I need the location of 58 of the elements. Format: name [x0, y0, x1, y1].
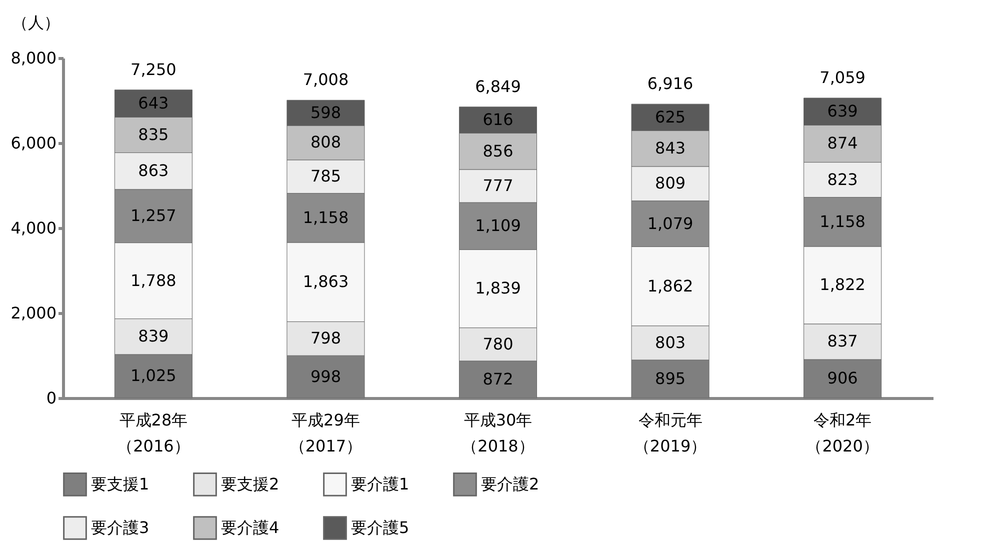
data-label: 639: [827, 102, 858, 121]
data-label: 837: [827, 332, 858, 351]
data-label: 1,109: [475, 216, 521, 236]
legend-label: 要介護5: [351, 518, 410, 537]
data-label: 1,862: [647, 276, 694, 296]
legend-label: 要介護2: [481, 474, 540, 494]
total-label: 7,008: [302, 70, 349, 90]
legend-label: 要支援2: [221, 474, 280, 494]
data-label: 998: [310, 366, 341, 386]
data-label: 780: [482, 334, 514, 354]
data-label: 1,822: [820, 275, 866, 294]
y-tick-label: 6,000: [10, 134, 56, 152]
data-label: 1,079: [647, 214, 694, 233]
y-tick-label: 0: [46, 388, 56, 408]
data-label: 895: [655, 368, 686, 388]
y-axis-title: （人）: [12, 13, 60, 32]
y-tick-label: 8,000: [10, 48, 56, 68]
x-tick-label: 令和2年（2020）: [806, 410, 879, 456]
data-label: 785: [310, 166, 341, 186]
x-tick-label: 令和元年（2019）: [634, 410, 707, 456]
data-label: 874: [827, 134, 858, 153]
data-label: 823: [827, 170, 858, 189]
legend-label: 要介護1: [351, 474, 410, 494]
data-label: 1,788: [130, 270, 176, 290]
data-label: 809: [655, 174, 686, 193]
total-label: 7,250: [130, 60, 176, 79]
data-label: 839: [138, 326, 169, 346]
total-label: 7,059: [820, 68, 866, 87]
total-label: 6,849: [475, 76, 521, 96]
data-label: 856: [482, 141, 514, 160]
data-label: 843: [655, 138, 686, 158]
legend-label: 要介護4: [221, 518, 280, 537]
y-tick-label: 4,000: [10, 218, 56, 238]
x-tick-label: 平成30年（2018）: [462, 410, 534, 456]
data-label: 803: [655, 332, 686, 352]
data-label: 808: [310, 132, 341, 152]
data-label: 598: [310, 102, 341, 122]
data-label: 1,863: [302, 272, 349, 292]
y-tick-label: 2,000: [10, 304, 56, 322]
data-label: 625: [655, 107, 686, 126]
data-label: 777: [482, 176, 514, 195]
x-tick-label: 平成29年（2017）: [289, 410, 362, 456]
legend-label: 要介護3: [91, 518, 150, 537]
data-label: 1,158: [302, 208, 349, 227]
data-label: 1,257: [130, 206, 176, 226]
total-label: 6,916: [647, 74, 694, 94]
data-label: 872: [482, 369, 514, 388]
data-label: 1,025: [130, 366, 176, 386]
x-tick-label: 平成28年（2016）: [117, 410, 190, 456]
data-label: 835: [138, 124, 169, 144]
data-label: 798: [310, 328, 341, 348]
data-label: 863: [138, 161, 169, 180]
data-label: 906: [827, 368, 858, 388]
data-label: 1,839: [475, 278, 521, 298]
data-label: 1,158: [820, 212, 866, 231]
legend-label: 要支援1: [91, 474, 150, 494]
data-label: 616: [482, 110, 514, 130]
data-label: 643: [138, 94, 169, 113]
